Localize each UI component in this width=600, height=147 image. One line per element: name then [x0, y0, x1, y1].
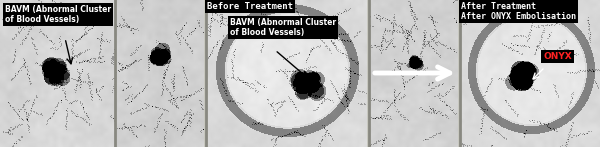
Text: BAVM (Abnormal Cluster
of Blood Vessels): BAVM (Abnormal Cluster of Blood Vessels): [5, 5, 111, 24]
Text: ONYX: ONYX: [543, 52, 572, 61]
Text: BAVM (Abnormal Cluster
of Blood Vessels): BAVM (Abnormal Cluster of Blood Vessels): [230, 18, 336, 37]
Text: After Treatment
After ONYX Embolisation: After Treatment After ONYX Embolisation: [461, 2, 576, 21]
Text: Before Treatment: Before Treatment: [207, 2, 293, 11]
